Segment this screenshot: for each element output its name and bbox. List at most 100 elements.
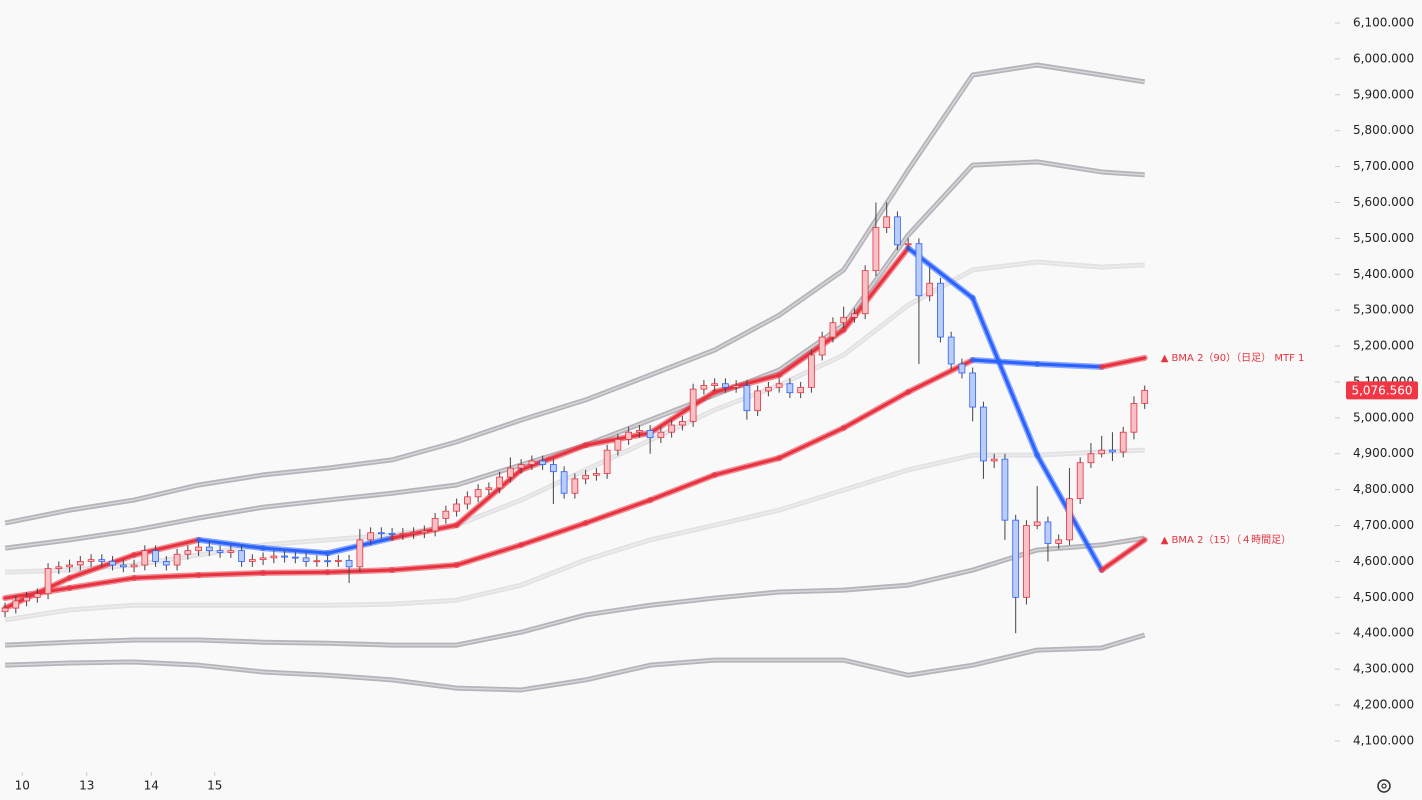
band-line-inner bbox=[5, 634, 1145, 691]
candle-body bbox=[517, 464, 525, 469]
candle-body bbox=[453, 503, 460, 512]
candle-body bbox=[399, 533, 407, 535]
candle-body bbox=[1055, 539, 1063, 544]
band-line-inner bbox=[5, 537, 1145, 646]
candle-body bbox=[474, 489, 482, 498]
candle-body bbox=[818, 336, 826, 356]
candle-body bbox=[507, 467, 514, 478]
candle-body bbox=[926, 282, 934, 297]
y-tick-label: 5,000.000 bbox=[1353, 410, 1414, 424]
settings-gear-center[interactable] bbox=[1381, 783, 1387, 789]
candle-body bbox=[1130, 403, 1138, 433]
candle-body bbox=[1033, 521, 1041, 526]
candle-body bbox=[1023, 525, 1030, 598]
settings-gear[interactable] bbox=[1377, 779, 1391, 793]
band-line-inner bbox=[4, 449, 1145, 621]
candle-body bbox=[904, 243, 912, 246]
candle-body bbox=[571, 478, 579, 494]
candle-body bbox=[894, 216, 901, 246]
candle-body bbox=[775, 383, 783, 388]
candle-body bbox=[1012, 519, 1020, 598]
y-tick-label: 4,500.000 bbox=[1353, 590, 1414, 604]
y-tick-label: 6,000.000 bbox=[1353, 51, 1414, 65]
candle-body bbox=[141, 550, 149, 566]
candle-body bbox=[883, 216, 891, 228]
y-tick-label: 4,900.000 bbox=[1353, 446, 1414, 460]
candle-body bbox=[313, 560, 321, 563]
candle-body bbox=[23, 596, 30, 602]
candle-body bbox=[345, 559, 353, 568]
band-line-inner bbox=[4, 64, 1145, 524]
y-tick-label: 5,800.000 bbox=[1353, 123, 1414, 137]
last-price-label: 5,076.560 bbox=[1351, 383, 1412, 397]
candle-body bbox=[958, 363, 966, 374]
candle-body bbox=[76, 561, 84, 566]
candle-body bbox=[291, 556, 299, 559]
candle-body bbox=[990, 458, 998, 462]
candle-body bbox=[743, 385, 751, 412]
x-tick-label: 15 bbox=[207, 779, 222, 793]
candle-body bbox=[33, 593, 41, 598]
candle-body bbox=[872, 227, 880, 272]
candle-body bbox=[646, 430, 654, 438]
bma-line bbox=[648, 390, 717, 435]
candle-body bbox=[625, 431, 632, 440]
y-tick-label: 5,400.000 bbox=[1353, 267, 1414, 281]
bma-line bbox=[777, 426, 846, 460]
candle-body bbox=[915, 243, 923, 297]
candle-body bbox=[797, 386, 805, 394]
candle-body bbox=[173, 553, 181, 566]
candle-body bbox=[184, 550, 192, 555]
candle-body bbox=[1098, 449, 1106, 455]
y-tick-label: 4,200.000 bbox=[1353, 698, 1414, 712]
candle-body bbox=[356, 539, 364, 568]
candle-body bbox=[496, 476, 503, 489]
settings-icon[interactable] bbox=[1377, 779, 1391, 793]
candle-body bbox=[162, 561, 170, 566]
candle-body bbox=[722, 383, 729, 388]
candle-body bbox=[431, 517, 439, 532]
bma-line bbox=[455, 543, 523, 567]
candle-body bbox=[937, 282, 944, 338]
y-tick-label: 4,400.000 bbox=[1353, 626, 1414, 640]
candle-body bbox=[130, 564, 138, 568]
candle-body bbox=[44, 568, 52, 595]
bma-line bbox=[713, 456, 781, 477]
candle-body bbox=[248, 559, 256, 562]
y-tick-label: 5,300.000 bbox=[1353, 303, 1414, 317]
candle-body bbox=[808, 354, 815, 388]
candle-body bbox=[238, 550, 245, 562]
candle-body bbox=[1044, 521, 1052, 544]
candle-body bbox=[421, 530, 428, 534]
candle-body bbox=[98, 559, 106, 562]
bma-line bbox=[1100, 538, 1147, 572]
candle-body bbox=[679, 421, 686, 426]
y-tick-label: 4,600.000 bbox=[1353, 554, 1414, 568]
candle-body bbox=[464, 496, 471, 505]
candle-body bbox=[840, 316, 848, 324]
y-tick-label: 4,300.000 bbox=[1353, 662, 1414, 676]
candle-body bbox=[560, 471, 568, 494]
candle-body bbox=[861, 270, 869, 315]
bma-line bbox=[971, 296, 1039, 457]
candle-body bbox=[334, 559, 342, 562]
candle-body bbox=[851, 313, 858, 318]
bma-line bbox=[648, 473, 717, 502]
plot-area bbox=[1, 62, 1149, 693]
candle-body bbox=[442, 510, 450, 519]
candle-body bbox=[1066, 498, 1073, 541]
bma-line bbox=[261, 570, 330, 575]
y-tick-label: 4,100.000 bbox=[1353, 733, 1414, 747]
candle-body bbox=[1141, 389, 1149, 404]
candle-body bbox=[259, 557, 267, 561]
y-tick-label: 5,600.000 bbox=[1353, 195, 1414, 209]
candle-body bbox=[829, 322, 837, 338]
bma-line bbox=[197, 571, 265, 577]
candle-body bbox=[550, 464, 557, 473]
y-tick-label: 5,500.000 bbox=[1353, 231, 1414, 245]
bma-line bbox=[1100, 356, 1147, 369]
candle-body bbox=[367, 532, 374, 541]
candle-body bbox=[700, 385, 708, 390]
candle-body bbox=[55, 566, 63, 570]
